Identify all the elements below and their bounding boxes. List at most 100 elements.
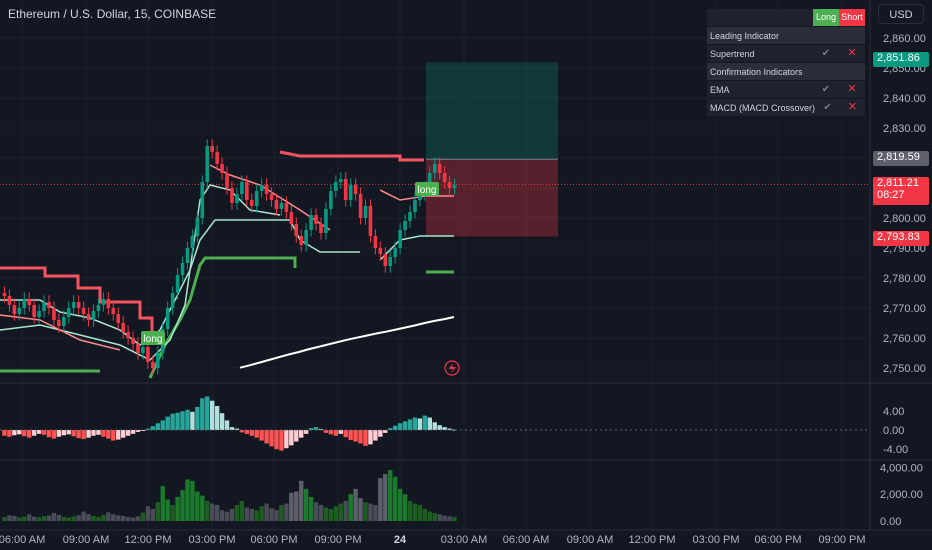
macd-bar [447,428,452,430]
macd-bar [209,400,215,430]
candle-body [136,344,140,353]
candle-body [17,308,22,314]
candle-body [378,248,383,254]
macd-bar [31,430,37,436]
macd-bar [150,426,156,430]
candle-body [62,317,66,326]
volume-bar [294,491,299,521]
macd-bar [254,430,259,438]
volume-bar [2,516,7,521]
entry-price-tag: 2,819.59 [873,151,929,166]
candle-body [71,302,76,308]
volume-bar [71,516,76,521]
candle-body [210,146,214,152]
price-tick-label: 2,790.00 [883,243,926,255]
volume-bar [91,515,96,521]
volume-bar [353,488,358,521]
macd-bar [343,430,348,438]
indicator-row-supertrend: Supertrend ✔ ✕ [707,45,865,63]
candle-body [165,308,170,329]
candle-body [314,215,318,224]
macd-bar [323,430,329,433]
macd-bar [417,418,423,430]
candle-body [254,191,259,206]
candle-body [447,182,452,188]
macd-bar [274,430,279,450]
volume-bar [249,508,254,521]
candle-body [86,314,91,320]
volume-bar [239,500,245,521]
volume-bar [407,500,413,521]
candle-body [7,296,12,305]
macd-bar [333,430,339,436]
candle-body [418,194,422,200]
candle-body [245,182,249,200]
candle-body [42,302,46,311]
volume-bar [175,496,180,521]
price-tick-label: 2,760.00 [883,333,926,345]
volume-bar [155,502,160,521]
macd-bar [219,413,225,430]
macd-bar [269,430,274,447]
macd-bar [229,427,235,430]
candle-body [2,293,7,296]
candle-body [427,173,432,188]
time-tick-label: 06:00 PM [250,534,297,546]
volume-bar [447,516,452,521]
last-price-value: 2,811.21 [877,177,920,189]
candle-body [269,194,274,200]
macd-bar [27,430,32,438]
macd-histogram [2,396,457,451]
volume-bar [392,476,398,521]
macd-bar [106,430,111,439]
macd-bar [51,430,57,439]
macd-bar [378,430,383,437]
volume-bar [412,503,418,521]
macd-bar [294,430,299,442]
candle-body [116,314,121,323]
macd-bar [249,430,254,436]
volume-bar [150,508,156,521]
candle-body [111,308,116,314]
macd-bar [432,422,437,430]
macd-bar [17,430,22,435]
macd-bar [299,430,304,438]
volume-bar [31,516,37,521]
macd-bar [7,430,12,437]
candle-body [47,302,51,308]
volume-bar [229,508,235,521]
macd-bar [412,417,418,430]
candle-body [264,185,269,194]
candle-body [338,179,343,182]
indicator-row-ema: EMA ✔ ✕ [707,81,865,99]
section-row: Confirmation Indicators [707,63,865,81]
volume-bar [318,504,324,521]
indicator-row-macd: MACD (MACD Crossover) ✔ ✕ [707,99,865,117]
macd-bar [91,430,96,436]
candle-body [170,293,175,308]
volume-bar [120,515,126,521]
candle-body [403,221,407,230]
volume-bar [269,508,274,521]
macd-bar [368,430,373,445]
macd-bar [145,428,151,430]
volume-bar [279,504,284,521]
stop-loss-price-tag: 2,793.83 [873,231,929,246]
macd-bar [397,423,403,430]
volume-bar [56,514,62,521]
time-tick-label: 24 [394,534,407,546]
macd-bar [71,430,76,437]
macd-bar [402,421,408,430]
candle-body [334,182,338,191]
supertrend-down-line [279,150,424,162]
symbol-title: Ethereum / U.S. Dollar, 15, COINBASE [8,7,217,21]
volume-bar [264,503,269,521]
macd-bar [303,430,309,434]
volume-bar [214,504,220,521]
currency-button[interactable]: USD [878,4,924,24]
macd-bar [383,430,388,433]
macd-bar [353,430,358,442]
candle-body [200,182,205,218]
price-axis: 2,860.002,850.002,840.002,830.002,820.00… [880,33,926,528]
